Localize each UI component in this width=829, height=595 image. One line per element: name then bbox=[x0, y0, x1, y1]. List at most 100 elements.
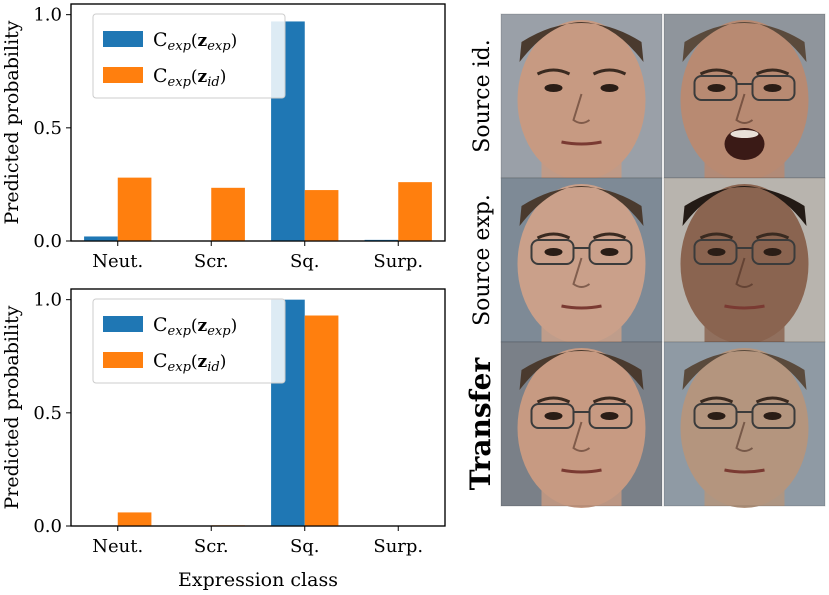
legend-label-part: C bbox=[153, 65, 168, 87]
face-photo bbox=[663, 177, 826, 344]
legend-label-part: exp bbox=[168, 324, 192, 339]
y-tick-label: 0.0 bbox=[33, 516, 62, 537]
face-eyebrow bbox=[755, 68, 790, 76]
face-glasses-lens bbox=[693, 75, 738, 101]
face-head bbox=[517, 20, 646, 180]
legend-label: Cexp(zid) bbox=[153, 65, 226, 90]
legend-label-part: exp bbox=[168, 75, 192, 90]
face-eyebrow bbox=[592, 68, 627, 76]
legend-label-part: ) bbox=[231, 31, 238, 51]
face-photo bbox=[500, 13, 663, 180]
x-tick-label: Sq. bbox=[290, 536, 320, 557]
face-photo-border bbox=[500, 341, 663, 507]
face-nose bbox=[572, 421, 591, 452]
bar-zid-sq bbox=[304, 190, 339, 241]
face-eye bbox=[600, 84, 619, 92]
face-eye bbox=[763, 84, 782, 92]
x-tick-label: Surp. bbox=[373, 536, 423, 557]
face-eyebrow bbox=[699, 232, 734, 240]
face-eye bbox=[544, 248, 563, 256]
legend-label-part: id bbox=[207, 360, 219, 375]
face-hair bbox=[519, 350, 644, 390]
face-photo bbox=[500, 341, 663, 508]
face-teeth bbox=[730, 130, 759, 138]
face-eye bbox=[544, 84, 563, 92]
legend-label-part: id bbox=[207, 75, 219, 90]
plot-frame-border bbox=[70, 3, 446, 242]
legend-label-part: ( bbox=[191, 352, 198, 372]
face-eyebrow bbox=[536, 396, 571, 404]
face-glasses-lens bbox=[693, 403, 738, 429]
face-glasses-lens bbox=[751, 239, 796, 265]
y-tick-label: 0.5 bbox=[33, 118, 62, 139]
face-glasses-lens bbox=[588, 239, 633, 265]
face-photo-border bbox=[663, 341, 826, 507]
legend-label-part: ( bbox=[191, 316, 198, 336]
face-eyebrow bbox=[592, 232, 627, 240]
legend-label: Cexp(zexp) bbox=[153, 314, 237, 339]
face-glasses-lens bbox=[588, 403, 633, 429]
face-head bbox=[680, 348, 809, 508]
x-tick-label: Neut. bbox=[92, 251, 143, 272]
face-eye bbox=[707, 412, 726, 420]
legend-swatch bbox=[103, 352, 143, 368]
row-label-source-id: Source id. bbox=[470, 39, 495, 152]
face-nose bbox=[572, 257, 591, 288]
legend-label-part: C bbox=[153, 350, 168, 372]
row-label-transfer: Transfer bbox=[464, 357, 497, 491]
x-axis-label: Expression class bbox=[178, 569, 338, 591]
face-eye bbox=[763, 248, 782, 256]
face-glasses-lens bbox=[693, 239, 738, 265]
y-tick-label: 1.0 bbox=[33, 5, 62, 26]
legend-label-part: z bbox=[198, 316, 208, 336]
face-eye bbox=[600, 412, 619, 420]
face-nose bbox=[735, 257, 754, 288]
face-head bbox=[517, 184, 646, 344]
face-hair bbox=[682, 350, 807, 390]
face-photo bbox=[500, 177, 663, 344]
face-hair bbox=[519, 22, 644, 62]
x-tick-label: Neut. bbox=[92, 536, 143, 557]
plot-frame-border bbox=[70, 288, 446, 527]
face-mouth bbox=[561, 304, 602, 310]
face-eye bbox=[707, 248, 726, 256]
face-eyebrow bbox=[699, 68, 734, 76]
face-nose bbox=[735, 93, 754, 124]
top-bar-chart: Neut. Scr. Sq. Surp. 0.0 0.5 1.0 Predicted prob… bbox=[1, 3, 446, 272]
legend-label-part: ) bbox=[220, 67, 227, 87]
bottom-bar-chart: Neut. Scr. Sq. Surp. 0.0 0.5 1.0 Predicted prob… bbox=[1, 288, 446, 591]
legend-label-part: ( bbox=[191, 67, 198, 87]
legend-label-part: exp bbox=[168, 360, 192, 375]
face-eye bbox=[544, 412, 563, 420]
face-hair bbox=[682, 22, 807, 62]
face-mouth bbox=[724, 304, 765, 310]
face-mouth bbox=[561, 468, 602, 474]
face-eyebrow bbox=[536, 68, 571, 76]
legend-label-part: ( bbox=[191, 31, 198, 51]
face-hair bbox=[682, 186, 807, 226]
legend-label-part: z bbox=[198, 352, 208, 372]
face-eyebrow bbox=[755, 396, 790, 404]
face-eyebrow bbox=[592, 396, 627, 404]
face-head bbox=[517, 348, 646, 508]
bar-zexp-neut bbox=[84, 236, 118, 241]
faces-panel: Source id. Source exp. Transfer bbox=[464, 13, 826, 508]
y-axis-label: Predicted probability bbox=[1, 305, 23, 509]
face-glasses-lens bbox=[530, 403, 575, 429]
y-axis-label: Predicted probability bbox=[1, 20, 23, 224]
legend-label-part: exp bbox=[168, 39, 192, 54]
legend-label-part: ) bbox=[231, 316, 238, 336]
face-mouth bbox=[561, 140, 602, 146]
face-hair bbox=[519, 186, 644, 226]
x-tick-label: Scr. bbox=[194, 251, 229, 272]
y-tick-label: 0.0 bbox=[33, 231, 62, 252]
legend-label-part: C bbox=[153, 314, 168, 336]
x-tick-label: Sq. bbox=[290, 251, 320, 272]
face-photo bbox=[663, 13, 826, 180]
bar-zid-neut bbox=[117, 512, 152, 526]
face-photo bbox=[663, 341, 826, 508]
row-label-source-exp: Source exp. bbox=[470, 194, 495, 326]
bar-zid-sq bbox=[304, 315, 339, 526]
legend-label-part: ) bbox=[220, 352, 227, 372]
